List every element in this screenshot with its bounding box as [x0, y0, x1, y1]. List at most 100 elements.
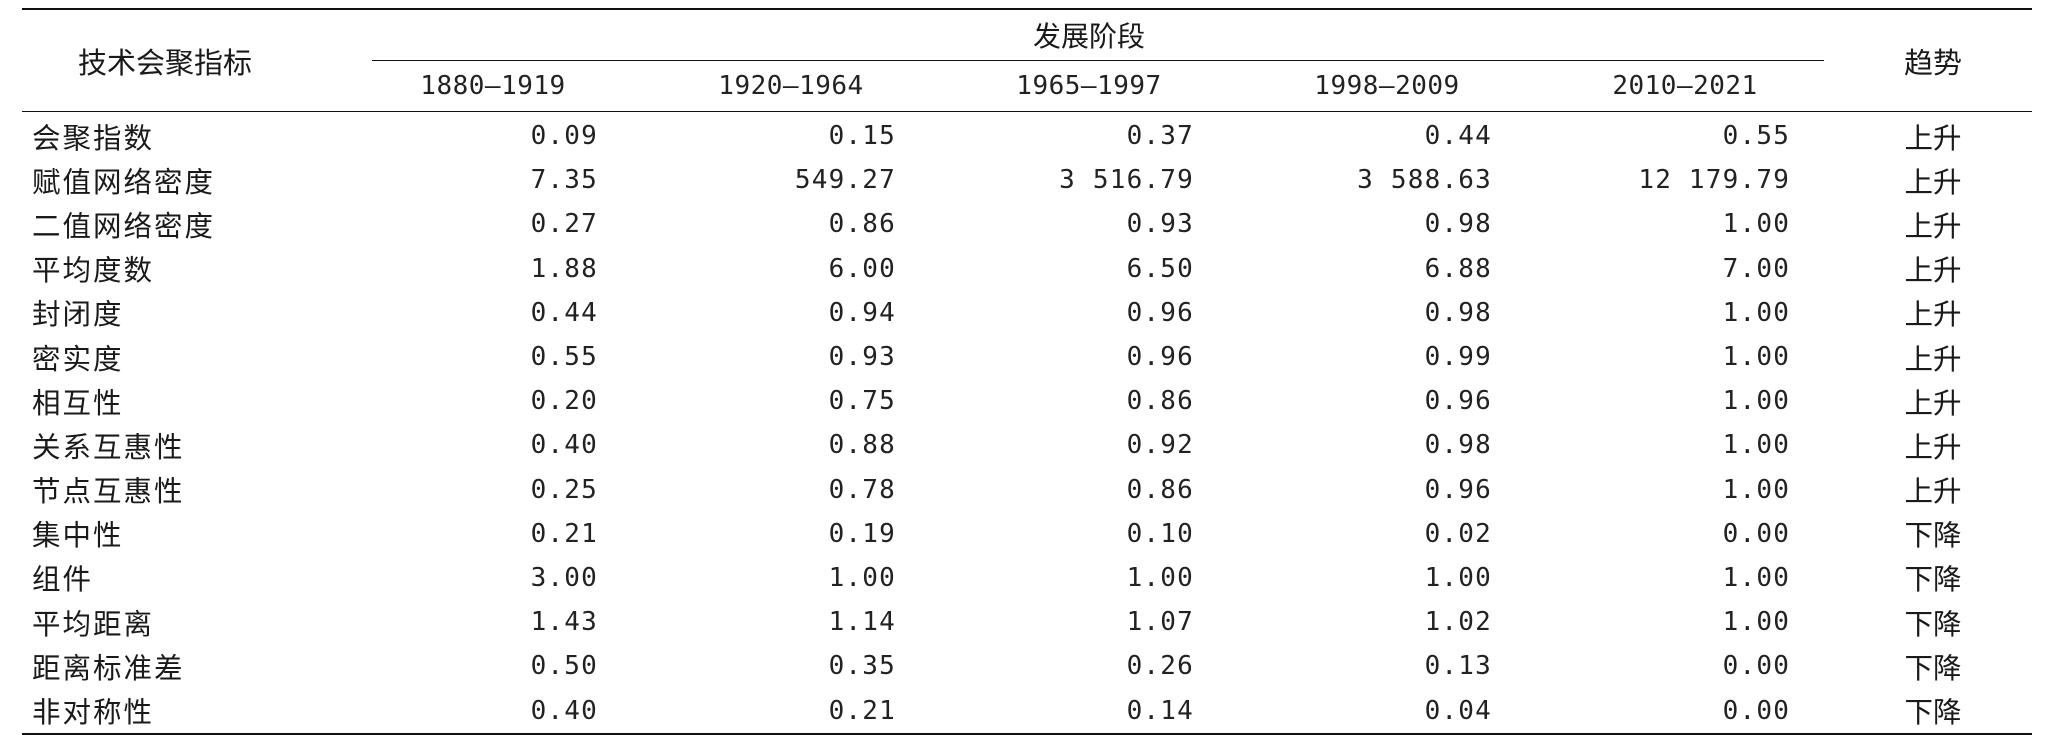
indicator-column-header: 技术会聚指标 [22, 9, 344, 112]
indicator-value: 0.44 [1424, 121, 1492, 152]
indicator-value: 0.86 [828, 209, 896, 240]
indicator-value: 0.98 [1424, 430, 1492, 461]
indicator-value: 0.99 [1424, 342, 1492, 373]
indicator-value: 0.20 [530, 386, 598, 417]
indicator-value: 1.14 [828, 607, 896, 638]
indicator-value: 0.55 [1722, 121, 1791, 152]
table-header: 技术会聚指标 发展阶段 趋势 1880—1919 1920—1964 1965—19… [22, 9, 2033, 112]
indicator-value: 0.02 [1424, 518, 1492, 549]
trend-value: 下降 [1904, 696, 1962, 730]
table-row: 集中性 0.21 0.19 0.10 0.02 0.00 下降 [22, 512, 2032, 556]
indicator-value: 0.93 [1126, 209, 1194, 240]
table-row: 会聚指数 0.09 0.15 0.37 0.44 0.55 上升 [22, 112, 2032, 159]
indicator-value: 1.00 [1722, 607, 1791, 638]
table-row: 密实度 0.55 0.93 0.96 0.99 1.00 上升 [22, 335, 2032, 379]
indicator-name: 集中性 [32, 519, 124, 553]
indicator-value: 0.35 [828, 651, 896, 682]
indicator-value: 1.02 [1424, 607, 1492, 638]
indicator-value: 0.14 [1126, 695, 1194, 726]
indicator-value: 0.00 [1722, 518, 1791, 549]
indicator-value: 3 588.63 [1357, 165, 1492, 196]
indicator-value: 6.88 [1424, 253, 1492, 284]
indicator-value: 0.92 [1126, 430, 1194, 461]
table-row: 赋值网络密度 7.35 549.27 3 516.79 3 588.63 12 179.7… [22, 158, 2032, 202]
indicator-value: 3.00 [530, 562, 598, 593]
indicator-value: 0.86 [1126, 386, 1194, 417]
indicator-value: 3 516.79 [1059, 165, 1194, 196]
indicator-value: 1.88 [530, 253, 598, 284]
indicator-value: 0.88 [828, 430, 896, 461]
indicator-value: 1.43 [530, 607, 598, 638]
indicator-value: 0.26 [1126, 651, 1194, 682]
indicator-value: 0.50 [530, 651, 598, 682]
trend-value: 上升 [1904, 165, 1962, 199]
indicator-name: 关系互惠性 [32, 430, 185, 464]
period-header-1: 1880—1919 [420, 70, 566, 101]
indicator-value: 0.98 [1424, 209, 1492, 240]
indicator-value: 0.19 [828, 518, 896, 549]
indicator-value: 1.00 [1722, 342, 1791, 373]
table-row: 平均度数 1.88 6.00 6.50 6.88 7.00 上升 [22, 247, 2032, 291]
indicator-value: 0.27 [530, 209, 598, 240]
period-header-2: 1920—1964 [718, 70, 864, 101]
convergence-indicator-table: 技术会聚指标 发展阶段 趋势 1880—1919 1920—1964 1965—19… [22, 8, 2033, 735]
indicator-value: 549.27 [794, 165, 896, 196]
development-stage-underline [372, 59, 1825, 61]
indicator-name: 二值网络密度 [32, 209, 216, 243]
indicator-value: 7.00 [1722, 253, 1791, 284]
table-row: 二值网络密度 0.27 0.86 0.93 0.98 1.00 上升 [22, 202, 2032, 246]
indicator-value: 0.55 [530, 342, 598, 373]
period-header-row: 1880—1919 1920—1964 1965—1997 1998—2009 2010… [22, 61, 2033, 112]
indicator-value: 0.21 [530, 518, 598, 549]
indicator-name: 距离标准差 [32, 651, 185, 685]
indicator-value: 0.75 [828, 386, 896, 417]
indicator-value: 1.00 [1424, 562, 1492, 593]
table-body: 会聚指数 0.09 0.15 0.37 0.44 0.55 上升 赋值网络密度 7.35 549.… [22, 112, 2033, 734]
table-row: 相互性 0.20 0.75 0.86 0.96 1.00 上升 [22, 379, 2032, 423]
table-row: 距离标准差 0.50 0.35 0.26 0.13 0.00 下降 [22, 644, 2032, 688]
indicator-name: 节点互惠性 [32, 475, 185, 509]
trend-value: 上升 [1904, 298, 1962, 332]
convergence-indicator-table-wrapper: 技术会聚指标 发展阶段 趋势 1880—1919 1920—1964 1965—19… [22, 8, 2033, 735]
indicator-name: 相互性 [32, 386, 124, 420]
trend-value: 上升 [1904, 386, 1962, 420]
trend-value: 上升 [1904, 430, 1962, 464]
indicator-name: 平均度数 [32, 254, 155, 288]
indicator-value: 0.25 [530, 474, 598, 505]
table-row: 封闭度 0.44 0.94 0.96 0.98 1.00 上升 [22, 291, 2032, 335]
indicator-value: 1.00 [1722, 474, 1791, 505]
period-header-5: 2010—2021 [1612, 70, 1758, 101]
indicator-name: 非对称性 [32, 696, 155, 730]
indicator-value: 0.96 [1424, 386, 1492, 417]
indicator-value: 0.96 [1424, 474, 1492, 505]
period-header-3: 1965—1997 [1016, 70, 1162, 101]
indicator-value: 0.00 [1722, 651, 1791, 682]
indicator-name: 密实度 [32, 342, 124, 376]
indicator-value: 0.93 [828, 342, 896, 373]
indicator-value: 0.98 [1424, 297, 1492, 328]
trend-value: 上升 [1904, 121, 1962, 155]
indicator-value: 1.00 [1126, 562, 1194, 593]
indicator-name: 封闭度 [32, 298, 124, 332]
trend-value: 下降 [1904, 563, 1962, 597]
indicator-value: 1.07 [1126, 607, 1194, 638]
trend-value: 下降 [1904, 607, 1962, 641]
indicator-name: 赋值网络密度 [32, 165, 216, 199]
indicator-value: 0.40 [530, 695, 598, 726]
indicator-value: 0.86 [1126, 474, 1194, 505]
indicator-value: 0.04 [1424, 695, 1492, 726]
indicator-value: 6.50 [1126, 253, 1194, 284]
indicator-value: 12 179.79 [1638, 165, 1791, 196]
indicator-value: 0.21 [828, 695, 896, 726]
indicator-value: 0.78 [828, 474, 896, 505]
indicator-value: 0.44 [530, 297, 598, 328]
indicator-value: 1.00 [828, 562, 896, 593]
indicator-value: 0.10 [1126, 518, 1194, 549]
indicator-value: 1.00 [1722, 209, 1791, 240]
indicator-value: 0.15 [828, 121, 896, 152]
trend-column-header: 趋势 [1834, 9, 2033, 112]
period-header-4: 1998—2009 [1314, 70, 1460, 101]
indicator-value: 0.96 [1126, 342, 1194, 373]
indicator-value: 0.00 [1722, 695, 1791, 726]
table-row: 非对称性 0.40 0.21 0.14 0.04 0.00 下降 [22, 688, 2033, 734]
